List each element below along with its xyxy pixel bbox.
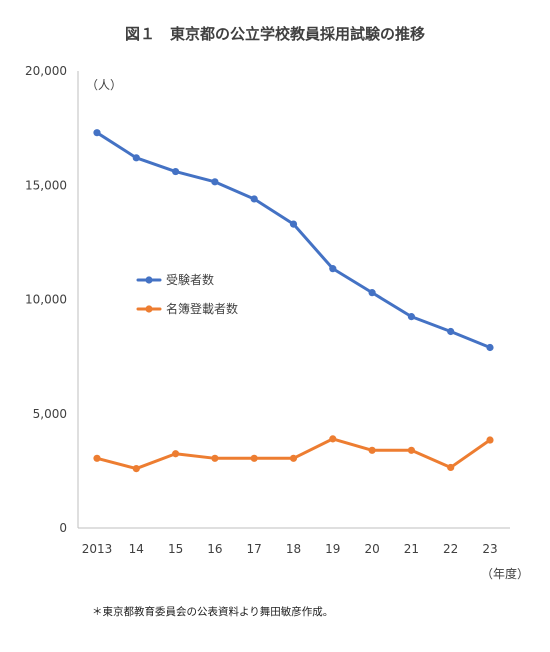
legend-label: 受験者数 <box>166 272 214 287</box>
data-point <box>289 220 298 228</box>
legend-label: 名簿登載者数 <box>166 301 238 316</box>
chart-title: 図１ 東京都の公立学校教員採用試験の推移 <box>125 25 425 43</box>
data-point <box>250 454 258 462</box>
y-tick-label: 5,000 <box>33 407 67 421</box>
data-point <box>407 446 415 454</box>
footnote: ＊東京都教育委員会の公表資料より舞田敏彦作成。 <box>92 605 333 618</box>
legend-marker <box>145 276 153 284</box>
y-tick-label: 10,000 <box>25 293 67 307</box>
data-point <box>368 289 376 297</box>
legend-item: 受験者数 <box>136 272 214 287</box>
x-tick-label: 14 <box>129 542 144 556</box>
x-tick-label: 20 <box>364 542 379 556</box>
x-axis-unit: （年度） <box>481 566 529 581</box>
data-point <box>172 167 180 176</box>
x-tick-labels: 2013 14 15 16 17 18 19 20 21 22 23 <box>82 542 498 556</box>
data-point <box>368 446 376 454</box>
y-tick-label: 0 <box>59 521 67 535</box>
x-tick-label: 16 <box>207 542 222 556</box>
data-point <box>132 464 140 473</box>
data-point <box>250 195 258 203</box>
y-tick-label: 15,000 <box>25 178 67 192</box>
data-point <box>172 450 180 458</box>
x-tick-label: 21 <box>404 542 419 556</box>
y-tick-labels: 0 5,000 10,000 15,000 20,000 <box>25 64 67 535</box>
data-point <box>407 313 415 321</box>
axes <box>77 71 510 529</box>
legend-item: 名簿登載者数 <box>136 301 238 316</box>
data-point <box>447 463 455 472</box>
data-point <box>132 154 140 162</box>
series-layer <box>93 129 494 473</box>
x-tick-label: 17 <box>247 542 262 556</box>
data-point <box>93 129 101 137</box>
x-tick-label: 2013 <box>82 542 113 556</box>
legend-marker <box>145 305 153 313</box>
x-tick-label: 18 <box>286 542 301 556</box>
data-point <box>211 454 219 462</box>
data-point <box>486 343 494 352</box>
data-point <box>486 436 494 444</box>
x-tick-label: 15 <box>168 542 183 556</box>
series-line <box>95 131 492 349</box>
x-tick-label: 22 <box>443 542 458 556</box>
x-tick-label: 23 <box>482 542 497 556</box>
x-tick-label: 19 <box>325 542 340 556</box>
data-point <box>289 454 298 462</box>
y-axis-unit: （人） <box>86 78 122 92</box>
series-2 <box>93 435 494 473</box>
data-point <box>447 327 455 336</box>
data-point <box>329 435 337 443</box>
series-line <box>95 437 492 471</box>
data-point <box>93 454 101 462</box>
series-1 <box>93 129 494 352</box>
data-point <box>211 178 219 186</box>
y-tick-label: 20,000 <box>25 64 67 78</box>
data-point <box>329 265 337 273</box>
